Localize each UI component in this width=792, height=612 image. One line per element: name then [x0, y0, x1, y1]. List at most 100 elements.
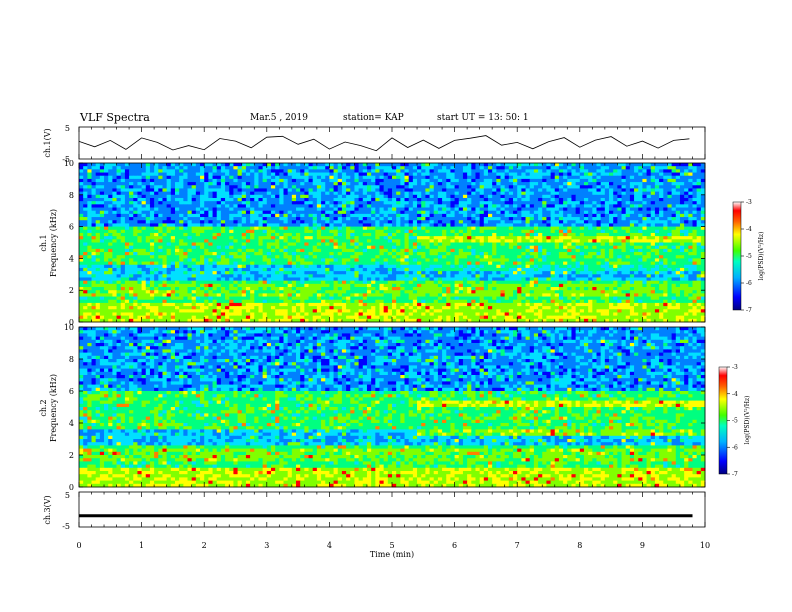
spectrogram-cell — [329, 185, 334, 189]
spectrogram-cell — [275, 207, 280, 212]
spectrogram-cell — [583, 166, 589, 170]
spectrogram-cell — [508, 213, 514, 218]
spectrogram-cell — [321, 169, 326, 173]
spectrogram-cell — [558, 185, 564, 189]
spectrogram-cell — [204, 245, 209, 250]
spectrogram-cell — [183, 188, 188, 193]
spectrogram-cell — [700, 264, 706, 269]
spectrogram-cell — [183, 223, 188, 227]
spectrogram-cell — [517, 223, 522, 227]
spectrogram-cell — [654, 197, 660, 202]
spectrogram-cell — [613, 248, 618, 253]
spectrogram-cell — [258, 201, 264, 205]
spectrogram-cell — [291, 252, 297, 256]
spectrogram-cell — [275, 213, 280, 218]
spectrogram-cell — [392, 197, 397, 202]
spectrogram-cell — [216, 252, 222, 256]
spectrogram-cell — [425, 236, 430, 240]
spectrogram-cell — [304, 188, 309, 193]
spectrogram-cell — [471, 248, 476, 253]
spectrogram-cell — [162, 207, 168, 212]
spectrogram-cell — [492, 185, 497, 189]
spectrogram-cell — [296, 236, 301, 240]
spectrogram-cell — [571, 178, 577, 183]
spectrogram-cell — [312, 252, 318, 256]
spectrogram-cell — [542, 242, 547, 247]
spectrogram-cell — [671, 239, 677, 243]
spectrogram-cell — [429, 255, 435, 259]
spectrogram-cell — [270, 248, 276, 253]
spectrogram-cell — [329, 252, 334, 256]
spectrogram-cell — [421, 255, 426, 259]
spectrogram-cell — [475, 232, 481, 237]
spectrogram-cell — [487, 245, 493, 250]
spectrogram-cell — [634, 163, 639, 167]
spectrogram-cell — [513, 175, 518, 180]
spectrogram-cell — [454, 207, 460, 212]
spectrogram-cell — [442, 207, 447, 212]
spectrogram-cell — [341, 169, 347, 173]
spectrogram-cell — [179, 194, 184, 199]
spectrogram-cell — [83, 267, 88, 272]
spectrogram-cell — [312, 191, 318, 196]
spectrogram-cell — [437, 163, 443, 167]
spectrogram-cell — [354, 255, 360, 259]
spectrogram-cell — [517, 252, 522, 256]
spectrogram-cell — [362, 213, 368, 218]
spectrogram-cell — [83, 210, 88, 215]
spectrogram-cell — [83, 217, 88, 221]
spectrogram-cell — [667, 252, 673, 256]
spectrogram-cell — [538, 255, 543, 259]
spectrogram-cell — [187, 223, 193, 227]
spectrogram-cell — [621, 261, 627, 266]
spectrogram-cell — [550, 175, 556, 180]
spectrogram-cell — [638, 236, 643, 240]
spectrogram-cell — [346, 236, 351, 240]
spectrogram-cell — [225, 261, 230, 266]
spectrogram-cell — [350, 217, 355, 221]
spectrogram-cell — [350, 178, 355, 183]
spectrogram-cell — [596, 236, 602, 240]
spectrogram-cell — [258, 248, 264, 253]
spectrogram-cell — [112, 178, 117, 183]
spectrogram-cell — [542, 264, 547, 269]
spectrogram-cell — [129, 226, 134, 231]
spectrogram-cell — [254, 264, 259, 269]
spectrogram-cell — [149, 232, 155, 237]
spectrogram-cell — [241, 258, 247, 262]
spectrogram-cell — [120, 175, 126, 180]
spectrogram-cell — [200, 172, 205, 177]
spectrogram-cell — [91, 185, 97, 189]
spectrogram-cell — [379, 264, 385, 269]
spectrogram-cell — [145, 182, 151, 186]
spectrogram-cell — [471, 182, 476, 186]
spectrogram-cell — [129, 188, 134, 193]
spectrogram-cell — [558, 175, 564, 180]
spectrogram-cell — [638, 217, 643, 221]
spectrogram-cell — [634, 185, 639, 189]
spectrogram-cell — [475, 207, 481, 212]
spectrogram-cell — [229, 220, 234, 224]
spectrogram-cell — [629, 172, 635, 177]
spectrogram-cell — [604, 242, 610, 247]
spectrogram-cell — [174, 178, 180, 183]
spectrogram-cell — [483, 201, 489, 205]
spectrogram-cell — [425, 166, 430, 170]
spectrogram-cell — [592, 226, 597, 231]
spectrogram-cell — [166, 223, 172, 227]
spectrogram-cell — [433, 201, 439, 205]
spectrogram-cell — [116, 264, 122, 269]
spectrogram-cell — [99, 223, 105, 227]
spectrogram-cell — [258, 239, 264, 243]
spectrogram-cell — [659, 172, 664, 177]
spectrogram-cell — [312, 185, 318, 189]
spectrogram-cell — [437, 185, 443, 189]
spectrogram-cell — [137, 245, 142, 250]
spectrogram-cell — [483, 236, 489, 240]
spectrogram-cell — [596, 248, 602, 253]
spectrogram-cell — [533, 255, 539, 259]
spectrogram-cell — [95, 220, 101, 224]
spectrogram-cell — [467, 194, 472, 199]
spectrogram-cell — [337, 258, 343, 262]
spectrogram-cell — [321, 188, 326, 193]
